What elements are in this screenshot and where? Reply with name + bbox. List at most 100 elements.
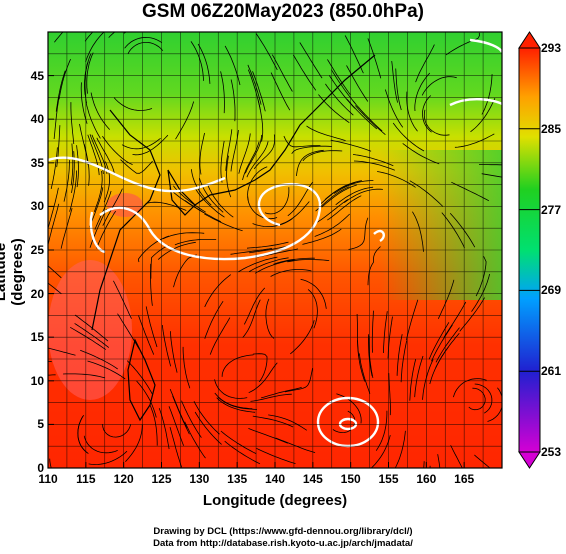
streamline bbox=[359, 353, 371, 395]
streamline bbox=[48, 347, 76, 356]
streamline bbox=[117, 313, 140, 350]
streamline bbox=[102, 423, 132, 438]
streamline bbox=[120, 159, 153, 174]
streamline bbox=[481, 173, 502, 178]
streamline bbox=[400, 340, 408, 383]
streamline bbox=[80, 349, 118, 370]
streamline bbox=[275, 437, 316, 453]
streamline bbox=[414, 72, 431, 112]
streamline bbox=[302, 228, 342, 245]
x-tick-label: 150 bbox=[340, 472, 361, 486]
streamline bbox=[243, 287, 266, 325]
x-tick-label: 135 bbox=[227, 472, 248, 486]
streamline bbox=[93, 170, 103, 213]
streamline bbox=[224, 440, 261, 465]
streamline bbox=[265, 298, 275, 339]
isotherm-typhoon-inner bbox=[338, 417, 358, 431]
streamline bbox=[113, 97, 153, 111]
streamline bbox=[396, 334, 403, 376]
streamline bbox=[254, 259, 295, 274]
colorbar-label: 285 bbox=[541, 121, 562, 136]
streamline bbox=[162, 232, 205, 240]
colorbar-label: 269 bbox=[541, 283, 562, 298]
streamline bbox=[335, 186, 374, 206]
streamline bbox=[76, 145, 79, 188]
streamline bbox=[96, 210, 117, 249]
streamline bbox=[225, 129, 233, 171]
streamline bbox=[87, 360, 126, 380]
streamline bbox=[249, 257, 289, 272]
streamline bbox=[441, 212, 465, 248]
streamline bbox=[170, 331, 178, 373]
streamline bbox=[181, 400, 202, 438]
x-tick-label: 155 bbox=[378, 472, 399, 486]
streamline bbox=[221, 354, 254, 377]
streamline bbox=[124, 36, 163, 49]
streamline bbox=[343, 188, 383, 204]
streamline bbox=[54, 32, 64, 43]
streamline bbox=[406, 91, 418, 132]
streamline bbox=[252, 353, 268, 383]
streamline bbox=[290, 320, 315, 355]
streamline bbox=[90, 92, 110, 130]
streamline bbox=[313, 199, 349, 225]
streamline bbox=[217, 396, 258, 410]
streamline bbox=[422, 359, 434, 400]
colorbar-label: 293 bbox=[541, 41, 562, 55]
streamline bbox=[138, 315, 155, 355]
colorbar-top-arrow bbox=[518, 31, 541, 49]
isotherm-north bbox=[48, 156, 226, 193]
streamline bbox=[63, 160, 70, 202]
x-tick-label: 140 bbox=[264, 472, 286, 486]
streamline bbox=[182, 346, 191, 389]
streamline bbox=[77, 415, 89, 454]
streamline bbox=[224, 45, 241, 86]
streamline bbox=[412, 211, 424, 252]
streamline bbox=[470, 98, 496, 133]
streamline bbox=[437, 454, 441, 468]
streamline bbox=[306, 125, 346, 141]
streamline bbox=[377, 171, 416, 188]
lat-lon-grid bbox=[48, 32, 502, 468]
colorbar-label: 253 bbox=[541, 445, 562, 459]
streamline bbox=[69, 170, 77, 212]
streamline bbox=[375, 410, 388, 451]
streamline bbox=[127, 42, 164, 54]
streamline bbox=[96, 137, 116, 176]
x-tick-label: 145 bbox=[302, 472, 323, 486]
x-tick-label: 125 bbox=[151, 472, 172, 486]
streamline bbox=[248, 428, 288, 444]
streamline bbox=[260, 386, 302, 399]
streamline bbox=[357, 340, 366, 382]
streamline bbox=[102, 188, 123, 226]
isotherm-east bbox=[449, 98, 502, 107]
streamline bbox=[220, 430, 257, 454]
streamline bbox=[184, 421, 206, 459]
streamline bbox=[70, 143, 74, 186]
streamline bbox=[247, 196, 278, 220]
chart-title: GSM 06Z20May2023 (850.0hPa) bbox=[142, 1, 424, 22]
streamline bbox=[368, 334, 373, 377]
streamline bbox=[394, 430, 406, 468]
y-tick-label: 35 bbox=[30, 155, 44, 170]
streamline bbox=[302, 150, 343, 162]
streamline bbox=[102, 135, 133, 165]
streamline bbox=[450, 445, 463, 468]
y-tick-label: 15 bbox=[30, 330, 44, 345]
streamline bbox=[145, 306, 158, 348]
streamline bbox=[48, 360, 52, 363]
streamline bbox=[87, 134, 100, 176]
streamline bbox=[423, 109, 450, 136]
streamline bbox=[247, 166, 268, 201]
eastern-cool-region bbox=[380, 150, 502, 300]
streamline bbox=[230, 79, 236, 122]
korea-coastline bbox=[167, 169, 196, 216]
streamline bbox=[453, 378, 487, 398]
streamline bbox=[83, 435, 118, 454]
streamline bbox=[137, 235, 170, 263]
philippines-coastline bbox=[127, 338, 156, 422]
streamline bbox=[388, 373, 391, 416]
colorbar-bottom-arrow bbox=[518, 451, 541, 469]
streamline bbox=[126, 360, 153, 395]
x-tick-label: 110 bbox=[38, 472, 58, 486]
